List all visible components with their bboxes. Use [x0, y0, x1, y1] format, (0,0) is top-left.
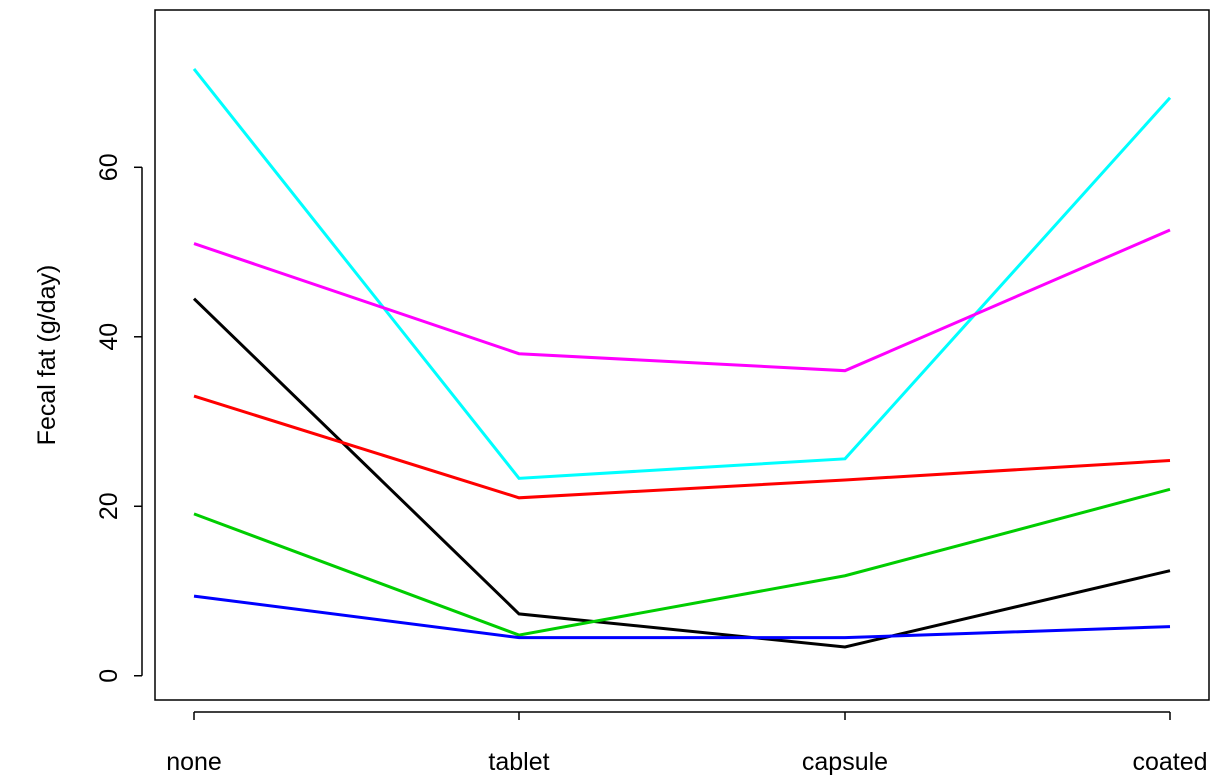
series-line-3 [193, 487, 1171, 637]
y-tick-label-40: 40 [95, 323, 123, 351]
plot-frame [154, 9, 1210, 701]
series-line-6 [193, 228, 1171, 373]
x-tick-label-coated: coated [1132, 748, 1207, 776]
series-line-4 [193, 594, 1171, 640]
x-tick-label-tablet: tablet [488, 748, 549, 776]
y-tick-label-60: 60 [95, 153, 123, 181]
x-tick-label-capsule: capsule [802, 748, 888, 776]
y-axis-title: Fecal fat (g/day) [33, 265, 61, 446]
series-layer [192, 68, 1172, 649]
series-line-2 [193, 394, 1171, 500]
y-axis: 0 20 40 60 [95, 153, 143, 683]
x-axis: none tablet capsule coated [166, 711, 1208, 776]
y-tick-label-0: 0 [95, 669, 123, 683]
series-line-5 [192, 68, 1172, 480]
x-tick-label-none: none [166, 748, 222, 776]
series-line-1 [192, 297, 1171, 649]
y-tick-label-20: 20 [95, 492, 123, 520]
